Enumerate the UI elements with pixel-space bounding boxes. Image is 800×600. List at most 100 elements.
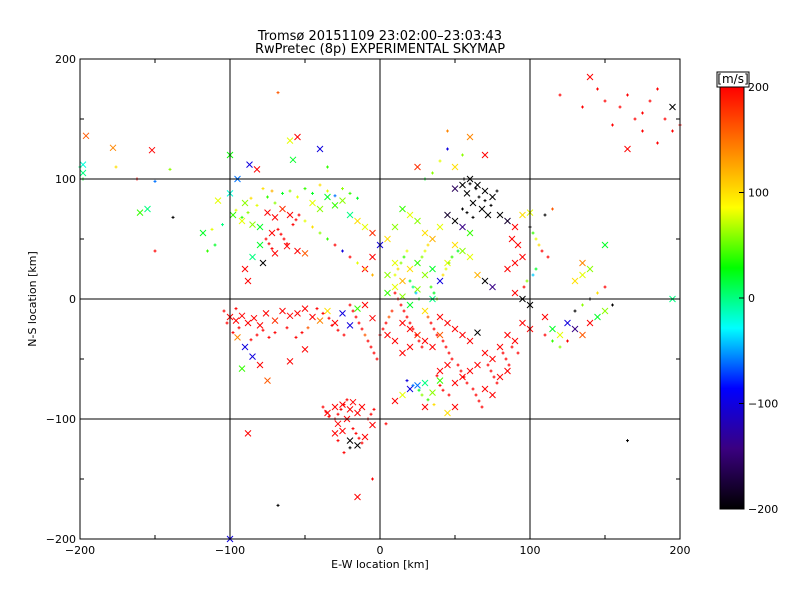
data-point xyxy=(213,243,217,247)
data-point xyxy=(281,191,284,195)
data-point xyxy=(358,403,366,411)
data-point xyxy=(429,343,436,351)
data-point xyxy=(326,189,329,193)
data-point xyxy=(421,337,429,345)
data-point xyxy=(372,351,376,355)
data-point xyxy=(461,207,464,211)
data-point xyxy=(324,307,331,315)
data-point xyxy=(345,398,349,402)
data-point xyxy=(341,187,344,191)
data-point xyxy=(354,442,361,449)
data-point xyxy=(390,309,394,313)
data-point xyxy=(391,397,399,405)
data-point xyxy=(414,291,418,295)
data-point xyxy=(481,277,489,285)
data-point xyxy=(354,305,361,312)
colorbar-label: [m/s] xyxy=(717,72,748,86)
data-point xyxy=(369,412,373,416)
data-point xyxy=(459,369,463,373)
data-point xyxy=(414,333,418,337)
data-point xyxy=(481,349,489,357)
data-point xyxy=(238,365,246,372)
data-point xyxy=(471,215,475,219)
data-point xyxy=(571,325,579,333)
data-point xyxy=(601,241,609,249)
data-point xyxy=(438,159,442,163)
data-point xyxy=(346,437,354,444)
data-point xyxy=(249,221,256,228)
data-point xyxy=(249,253,256,261)
data-point xyxy=(426,398,430,402)
data-point xyxy=(384,321,388,325)
data-point xyxy=(402,309,406,313)
data-point xyxy=(663,117,667,121)
colorbar-tick-label: 100 xyxy=(748,187,769,200)
y-axis-label: N-S location [km] xyxy=(26,251,39,347)
data-point xyxy=(276,503,280,507)
data-point xyxy=(504,357,508,361)
data-point xyxy=(596,87,599,91)
data-point xyxy=(429,285,433,289)
data-point xyxy=(289,156,297,164)
data-point xyxy=(396,267,400,271)
data-point xyxy=(504,265,511,273)
data-point xyxy=(266,195,269,199)
data-point xyxy=(371,477,374,481)
data-point xyxy=(361,223,369,231)
data-point xyxy=(611,123,614,127)
data-point xyxy=(417,388,421,392)
data-point xyxy=(399,391,406,399)
data-point xyxy=(564,319,571,327)
data-point xyxy=(351,309,355,313)
data-point xyxy=(339,197,346,204)
data-point xyxy=(372,407,376,411)
data-point xyxy=(641,111,644,115)
data-point xyxy=(451,163,459,171)
data-point xyxy=(346,406,354,413)
data-point xyxy=(234,334,241,341)
data-point xyxy=(626,439,629,443)
data-point xyxy=(244,430,252,437)
data-point xyxy=(318,231,322,235)
data-point xyxy=(558,345,562,349)
data-point xyxy=(79,169,87,177)
data-point xyxy=(451,403,459,411)
data-point xyxy=(438,383,442,387)
data-point xyxy=(334,420,342,428)
data-point xyxy=(414,163,421,171)
data-point xyxy=(522,285,526,289)
data-point xyxy=(474,361,481,369)
data-point xyxy=(441,388,445,392)
data-point xyxy=(361,301,369,309)
data-point xyxy=(624,145,631,153)
data-point xyxy=(114,165,118,169)
data-point xyxy=(451,217,459,225)
data-point xyxy=(357,436,361,440)
data-point xyxy=(256,361,264,369)
data-point xyxy=(486,363,490,367)
data-point xyxy=(447,351,451,355)
data-point xyxy=(234,208,238,212)
x-tick-label: 0 xyxy=(377,544,384,557)
data-point xyxy=(648,99,652,103)
data-point xyxy=(82,132,90,140)
data-point xyxy=(579,331,586,339)
data-point xyxy=(237,326,241,330)
data-point xyxy=(549,325,556,333)
data-point xyxy=(462,375,466,379)
data-point xyxy=(316,317,324,324)
data-point xyxy=(384,289,391,297)
data-point xyxy=(429,235,436,243)
data-point xyxy=(511,289,519,297)
data-point xyxy=(477,399,481,403)
data-point xyxy=(273,201,277,205)
data-point xyxy=(351,427,355,431)
data-point xyxy=(432,403,436,407)
data-point xyxy=(399,205,406,213)
data-point xyxy=(286,358,294,365)
data-point xyxy=(381,327,385,331)
data-point xyxy=(466,133,474,141)
data-point xyxy=(316,145,324,153)
data-point xyxy=(405,379,409,383)
data-point xyxy=(571,277,579,285)
